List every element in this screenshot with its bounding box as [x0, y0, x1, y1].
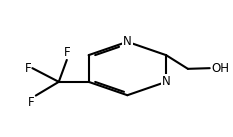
Text: N: N: [162, 75, 171, 88]
Text: N: N: [123, 35, 132, 48]
Text: OH: OH: [211, 62, 229, 75]
Text: F: F: [25, 62, 31, 75]
Text: F: F: [28, 96, 35, 109]
Text: F: F: [63, 46, 70, 59]
